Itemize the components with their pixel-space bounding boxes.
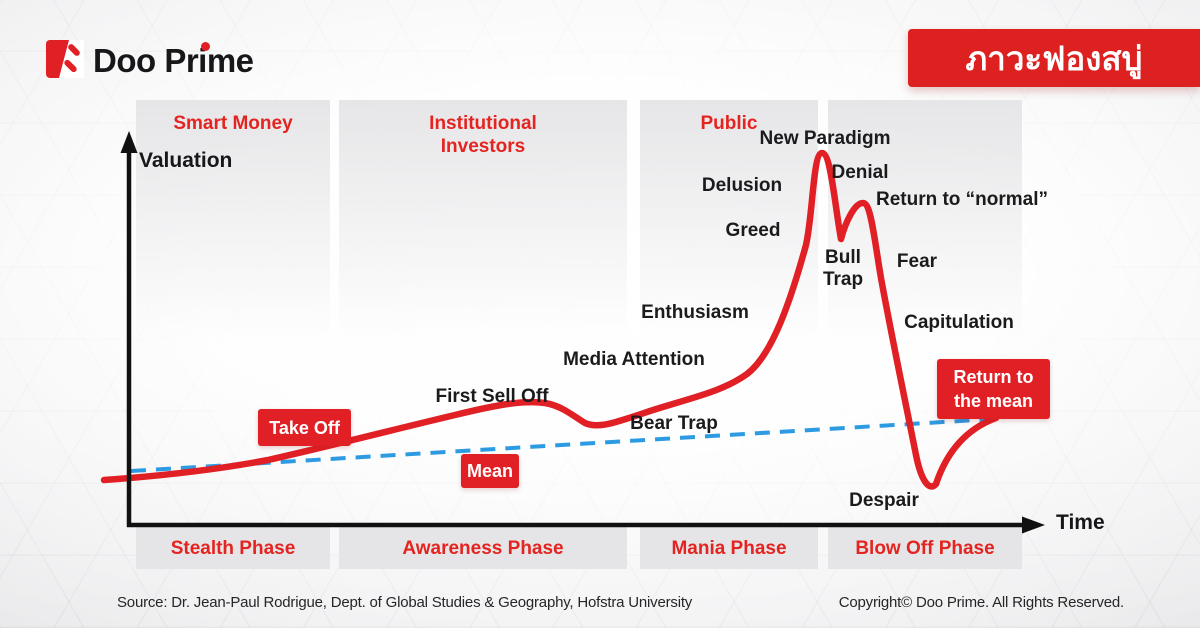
annotation-fear: Fear <box>896 251 938 272</box>
phase-label-smart-money: Smart Money <box>173 113 293 134</box>
annotation-bull-trap: Bull Trap <box>823 247 863 291</box>
callout-take-off: Take Off <box>258 409 351 446</box>
x-axis-title: Time <box>1056 511 1105 534</box>
band-stealth <box>136 100 330 340</box>
annotation-return-to-normal: Return to “normal” <box>875 189 1049 210</box>
x-axis-arrow-icon <box>1022 516 1045 534</box>
phase-label-public: Public <box>700 113 758 134</box>
phase-label-institutional-investors: Institutional Investors <box>429 112 537 158</box>
band-blowoff <box>828 100 1022 340</box>
page-title: ภาวะฟองสบู่ <box>965 39 1143 77</box>
callout-label: Take Off <box>269 417 340 438</box>
phase-box-label: Stealth Phase <box>170 537 296 559</box>
annotation-delusion: Delusion <box>701 175 783 196</box>
title-banner: ภาวะฟองสบู่ <box>908 29 1200 87</box>
callout-mean: Mean <box>461 454 519 488</box>
bubble-valuation-curve <box>100 149 1000 490</box>
y-axis-title: Valuation <box>139 149 233 172</box>
logo-wordmark: Doo Prime <box>93 42 254 79</box>
phase-box-stealth: Stealth Phase <box>136 527 330 569</box>
callout-label: Mean <box>466 461 513 481</box>
phase-box-awareness: Awareness Phase <box>339 527 627 569</box>
callout-line: Return to <box>953 367 1034 387</box>
annotation-denial: Denial <box>831 162 889 183</box>
annotation-greed: Greed <box>725 220 781 241</box>
annotation-line: Bull <box>825 247 861 268</box>
source-attribution: Source: Dr. Jean-Paul Rodrigue, Dept. of… <box>117 594 693 611</box>
phase-box-label: Awareness Phase <box>402 537 564 559</box>
phase-box-label: Blow Off Phase <box>855 537 995 559</box>
doo-prime-logo-icon <box>46 40 84 78</box>
phase-label-line: Institutional <box>429 113 537 134</box>
annotation-first-sell-off: First Sell Off <box>435 386 549 407</box>
logo-i-dot <box>201 42 210 51</box>
annotation-new-paradigm: New Paradigm <box>759 128 891 149</box>
band-awareness <box>339 100 627 340</box>
annotation-enthusiasm: Enthusiasm <box>641 302 749 323</box>
mean-dashed-line <box>130 417 994 473</box>
y-axis-arrow-icon <box>120 131 138 153</box>
annotation-bear-trap: Bear Trap <box>630 413 718 434</box>
phase-label-line: Investors <box>440 136 526 157</box>
annotation-despair: Despair <box>849 490 919 511</box>
phase-box-mania: Mania Phase <box>640 527 818 569</box>
annotation-capitulation: Capitulation <box>904 312 1014 333</box>
annotation-line: Trap <box>822 269 864 290</box>
annotation-media-attention: Media Attention <box>563 349 705 370</box>
copyright-notice: Copyright© Doo Prime. All Rights Reserve… <box>838 594 1124 611</box>
phase-box-label: Mania Phase <box>671 537 787 559</box>
callout-line: the mean <box>953 391 1034 411</box>
phase-box-blow-off: Blow Off Phase <box>828 527 1022 569</box>
callout-return-to-the-mean: Return to the mean <box>937 359 1050 419</box>
